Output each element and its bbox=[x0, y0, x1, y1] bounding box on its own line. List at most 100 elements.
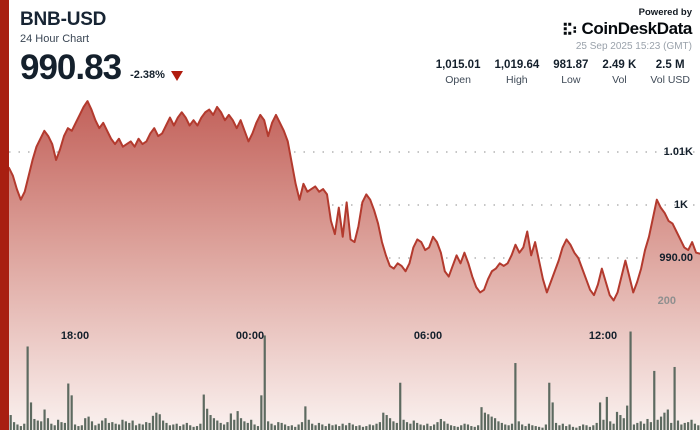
volume-bar bbox=[29, 402, 33, 430]
volume-bar bbox=[117, 424, 121, 430]
volume-bar bbox=[500, 422, 503, 430]
volume-bar bbox=[422, 425, 426, 430]
volume-bar bbox=[697, 425, 700, 430]
volume-bar bbox=[565, 426, 568, 430]
volume-bar bbox=[151, 415, 155, 430]
volume-bar bbox=[365, 426, 368, 430]
volume-bar bbox=[26, 346, 29, 430]
volume-bar bbox=[466, 424, 470, 430]
volume-bar bbox=[209, 415, 212, 430]
volume-bar bbox=[517, 421, 520, 430]
volume-bar bbox=[148, 422, 151, 430]
volume-bar bbox=[598, 402, 602, 430]
volume-bar bbox=[632, 424, 636, 430]
volume-bar bbox=[263, 335, 266, 430]
volume-bar bbox=[19, 426, 22, 430]
volume-bar bbox=[483, 412, 487, 430]
volume-bar bbox=[270, 423, 273, 430]
volume-bar bbox=[673, 366, 676, 430]
volume-bar bbox=[236, 411, 239, 430]
volume-bar bbox=[253, 424, 256, 430]
volume-bar bbox=[16, 424, 19, 430]
volume-bar bbox=[687, 422, 690, 430]
volume-bar bbox=[212, 418, 216, 430]
volume-bar bbox=[456, 426, 459, 430]
volume-bar bbox=[158, 414, 161, 430]
volume-bar bbox=[676, 420, 680, 430]
volume-bar bbox=[290, 425, 293, 430]
volume-bar bbox=[162, 420, 165, 430]
volume-bar bbox=[429, 426, 432, 430]
volume-bar bbox=[592, 425, 595, 430]
volume-bar bbox=[402, 419, 405, 430]
volume-bar bbox=[87, 416, 90, 430]
volume-bar bbox=[426, 423, 429, 430]
volume-bar bbox=[53, 425, 56, 430]
volume-bar bbox=[189, 425, 192, 430]
volume-bar bbox=[90, 421, 94, 430]
volume-bar bbox=[561, 423, 564, 430]
volume-bar bbox=[439, 418, 442, 430]
volume-bar bbox=[114, 423, 117, 430]
volume-bar bbox=[287, 426, 290, 430]
volume-bar bbox=[639, 421, 642, 430]
volume-bar bbox=[321, 424, 324, 430]
volume-bar bbox=[571, 426, 575, 430]
volume-bar bbox=[97, 423, 100, 430]
volume-bar bbox=[304, 406, 307, 430]
price-volume-svg bbox=[9, 100, 700, 430]
volume-bar bbox=[185, 422, 188, 430]
volume-bar bbox=[267, 421, 270, 430]
volume-bar bbox=[690, 419, 693, 430]
volume-bar bbox=[619, 415, 622, 430]
volume-bar bbox=[243, 421, 246, 430]
volume-bar bbox=[273, 425, 276, 430]
volume-bar bbox=[307, 419, 310, 430]
volume-bar bbox=[524, 426, 527, 430]
volume-bar bbox=[283, 424, 287, 430]
volume-bar bbox=[463, 423, 466, 430]
volume-bar bbox=[656, 419, 659, 430]
volume-bar bbox=[9, 415, 12, 430]
volume-bar bbox=[568, 424, 571, 430]
volume-bar bbox=[338, 426, 341, 430]
volume-bar bbox=[602, 419, 605, 430]
volume-bar bbox=[12, 422, 16, 430]
volume-bar bbox=[507, 425, 510, 430]
volume-bar bbox=[256, 426, 260, 430]
volume-bar bbox=[663, 412, 666, 430]
volume-bar bbox=[280, 422, 283, 430]
volume-bar bbox=[588, 426, 592, 430]
volume-bar bbox=[443, 421, 446, 430]
volume-bar bbox=[300, 422, 304, 430]
volume-bar bbox=[206, 408, 209, 430]
volume-bar bbox=[646, 418, 649, 430]
volume-bar bbox=[250, 419, 253, 430]
volume-bar bbox=[395, 422, 398, 430]
volume-bar bbox=[544, 424, 547, 430]
volume-bar bbox=[229, 413, 232, 430]
volume-bar bbox=[107, 422, 111, 430]
volume-bar bbox=[551, 402, 554, 430]
volume-bar bbox=[134, 425, 138, 430]
volume-bar bbox=[317, 422, 321, 430]
volume-bar bbox=[449, 425, 453, 430]
volume-bar bbox=[124, 421, 127, 430]
volume-bar bbox=[595, 422, 598, 430]
volume-bar bbox=[324, 426, 327, 430]
price-line bbox=[9, 100, 700, 302]
x-axis-tick-3: 06:00 bbox=[413, 330, 443, 342]
volume-bar bbox=[101, 420, 104, 430]
volume-bar bbox=[534, 426, 537, 430]
volume-bar bbox=[358, 425, 361, 430]
volume-bar bbox=[582, 424, 585, 430]
volume-bar bbox=[168, 425, 171, 430]
volume-bar bbox=[446, 423, 449, 430]
volume-bar bbox=[314, 425, 317, 430]
volume-bar bbox=[23, 423, 26, 430]
volume-bar bbox=[202, 394, 205, 430]
volume-bar bbox=[409, 423, 412, 430]
volume-bar bbox=[527, 423, 531, 430]
volume-bar bbox=[693, 423, 697, 430]
